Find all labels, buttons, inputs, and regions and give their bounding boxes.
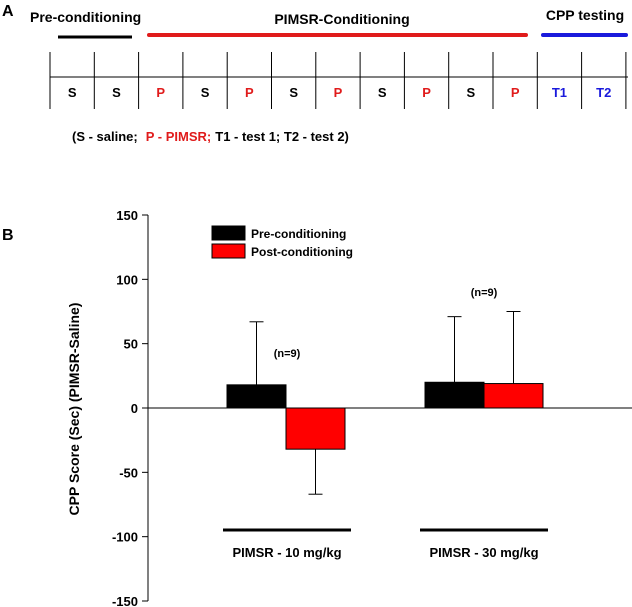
y-tick-label: 50 [124,337,138,352]
bar-post-2 [483,383,544,409]
session-s: S [289,85,298,100]
legend-label: Pre-conditioning [251,227,346,241]
legend-label: Post-conditioning [251,245,353,259]
timeline-ticks [49,52,627,109]
panel-b-label: B [2,227,14,244]
session-p: P [156,85,165,100]
session-s: S [112,85,121,100]
key-tests: T1 - test 1; T2 - test 2) [215,129,349,144]
session-s: S [467,85,476,100]
session-t1: T1 [552,85,567,100]
n-annotation: (n=9) [471,287,498,299]
y-tick-label: -50 [119,465,138,480]
session-s: S [378,85,387,100]
n-annotation: (n=9) [274,348,301,360]
key-saline: (S - saline; [72,129,138,144]
y-tick-label: 100 [116,272,138,287]
timeline-sessions: S S P S P S P S P S P T1 T2 [68,85,612,100]
session-p: P [422,85,431,100]
session-t2: T2 [596,85,611,100]
y-tick-label: -100 [112,530,138,545]
phase-label-pimsr-conditioning: PIMSR-Conditioning [274,11,409,27]
session-p: P [245,85,254,100]
session-p: P [334,85,343,100]
legend-swatch [211,243,246,259]
key-pimsr: P - PIMSR; [146,129,212,144]
session-p: P [511,85,520,100]
y-axis-ticks: -150 -100 -50 0 50 100 150 [112,208,148,607]
category-label: PIMSR - 30 mg/kg [429,545,538,560]
bar-post-1 [285,407,346,450]
session-s: S [201,85,210,100]
y-tick-label: 0 [131,401,138,416]
category-label: PIMSR - 10 mg/kg [232,545,341,560]
phase-label-pre-conditioning: Pre-conditioning [30,9,141,25]
legend: Pre-conditioning Post-conditioning [211,225,353,259]
legend-swatch [211,225,246,241]
bars [226,381,544,450]
panel-b-chart: B CPP Score (Sec) (PIMSR-Saline) -150 -10… [2,208,632,607]
error-bars [249,311,521,495]
y-tick-label: 150 [116,208,138,223]
session-s: S [68,85,77,100]
y-tick-label: -150 [112,594,138,607]
bar-pre-1 [226,384,287,409]
y-axis-label: CPP Score (Sec) (PIMSR-Saline) [66,303,82,516]
bar-pre-2 [424,381,485,409]
phase-label-cpp-testing: CPP testing [546,7,624,23]
panel-a-label: A [2,3,14,20]
session-key: (S - saline; P - PIMSR; T1 - test 1; T2 - … [72,129,349,144]
category-labels: PIMSR - 10 mg/kg PIMSR - 30 mg/kg [223,528,548,560]
panel-a-timeline: A Pre-conditioning PIMSR-Conditioning CP… [2,3,628,144]
group-annotations: (n=9) (n=9) [274,287,498,360]
